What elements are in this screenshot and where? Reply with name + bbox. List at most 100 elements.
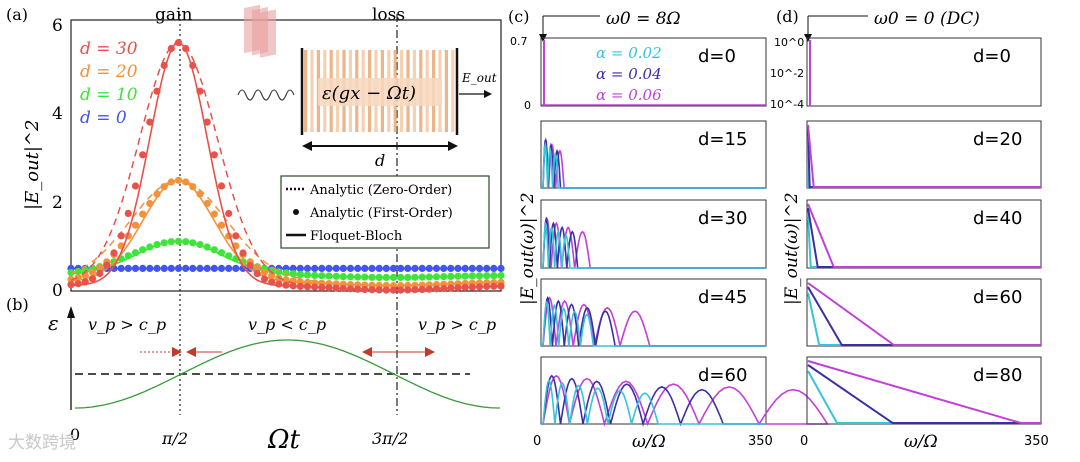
a-dot-d=30: [88, 275, 97, 283]
a-dot-d=10: [354, 273, 362, 281]
c-row-label-3: d=45: [698, 287, 747, 308]
a-dot-d=30: [354, 285, 362, 293]
d-ytick-3: 10^-4: [770, 98, 804, 111]
a-dot-d=20: [217, 221, 226, 229]
c-ytick-bottom: 0: [524, 99, 531, 112]
a-dot-d=0: [196, 264, 204, 272]
a-dot-d=0: [318, 264, 326, 272]
a-dot-d=10: [74, 267, 82, 276]
c-xlabel: ω/Ω: [632, 432, 666, 452]
legend-d30: d = 30: [80, 39, 138, 59]
d-row-label-3: d=60: [973, 287, 1022, 308]
a-dot-d=0: [239, 264, 247, 272]
region-right: v_p > c_p: [418, 315, 496, 334]
legend-d0: d = 0: [80, 108, 127, 128]
a-dot-d=30: [418, 285, 426, 294]
region-left: v_p > c_p: [88, 315, 166, 334]
a-dot-d=20: [67, 275, 75, 283]
a-dot-d=30: [339, 284, 347, 293]
c-series-row-4-alpha-0: [541, 379, 766, 425]
a-dot-d=30: [67, 281, 75, 289]
inset-schematic: ε(gx − Ωt) E_out d: [237, 4, 497, 170]
a-dot-d=10: [303, 271, 312, 279]
panel-d-label: (d): [776, 7, 799, 26]
a-dot-d=30: [146, 118, 154, 126]
a-dot-d=30: [217, 182, 226, 190]
a-dot-d=10: [289, 270, 297, 278]
a-dot-d=10: [468, 272, 476, 280]
a-dot-d=0: [296, 264, 304, 272]
a-dot-d=10: [425, 273, 433, 281]
method-legend: Analytic (Zero-Order) Analytic (First-Or…: [280, 175, 490, 249]
d-frame-row-0: [806, 37, 1042, 107]
a-dot-d=0: [375, 264, 383, 272]
b-ylabel: ε: [48, 311, 59, 335]
a-dot-d=20: [260, 268, 269, 276]
a-dot-d=0: [440, 264, 448, 272]
a-dot-d=20: [210, 210, 218, 218]
a-dot-d=30: [411, 286, 419, 294]
a-curves: [67, 39, 505, 294]
c-series-row-2-alpha-0: [541, 221, 766, 269]
d-series-row-2-2: [807, 203, 1041, 268]
a-dot-d=30: [167, 44, 175, 53]
a-dot-d=10: [124, 252, 132, 260]
a-dot-d=30: [253, 270, 261, 278]
c-row-label-4: d=60: [698, 365, 747, 386]
arrow-1-head: [172, 347, 182, 357]
a-dot-d=10: [461, 272, 469, 280]
a-dot-d=30: [260, 275, 269, 283]
a-dot-d=10: [67, 269, 75, 277]
a-dot-d=30: [81, 278, 89, 286]
a-dot-d=0: [117, 264, 125, 272]
a-dot-d=20: [160, 183, 168, 191]
c-row-label-1: d=15: [698, 129, 747, 150]
a-dot-d=0: [397, 264, 405, 272]
d-series-row-1-2: [807, 124, 1041, 188]
a-dot-d=30: [117, 232, 125, 240]
a-dot-d=30: [397, 286, 405, 294]
a-dot-d=0: [182, 264, 190, 272]
d-ytick-1: 10^0: [774, 36, 804, 49]
a-dot-d=30: [282, 281, 290, 289]
legend-d10: d = 10: [80, 85, 138, 105]
a-dot-d=30: [124, 209, 132, 217]
a-dot-d=0: [468, 264, 476, 272]
a-dot-d=30: [289, 282, 297, 290]
a-dot-d=30: [382, 286, 390, 294]
a-dot-d=10: [325, 272, 333, 280]
c-series-row-1-alpha-1: [541, 139, 766, 189]
legend-first-order: Analytic (First-Order): [309, 206, 453, 221]
a-dot-d=30: [239, 249, 247, 257]
a-dot-d=20: [203, 199, 211, 208]
d-xtick-350: 350: [1024, 434, 1049, 449]
a-dot-d=10: [167, 238, 175, 246]
a-dot-d=20: [268, 272, 276, 280]
c-legend-006: α = 0.06: [596, 86, 662, 104]
a-dot-d=10: [189, 239, 197, 247]
a-dot-d=10: [131, 249, 140, 257]
a-dot-d=30: [368, 286, 376, 294]
a-dot-d=0: [475, 264, 484, 272]
a-dot-d=10: [203, 243, 211, 251]
a-dot-d=0: [124, 264, 132, 272]
c-frame-row-0: [540, 37, 767, 107]
a-dot-d=30: [103, 261, 111, 269]
inset-formula: ε(gx − Ωt): [322, 83, 416, 104]
panel-b-label: (b): [6, 295, 29, 314]
a-dot-d=10: [475, 272, 484, 280]
a-dot-d=10: [483, 272, 491, 280]
a-dot-d=30: [440, 284, 448, 293]
a-dot-d=0: [418, 264, 426, 272]
a-dot-d=10: [375, 273, 383, 281]
arrow-2-head: [186, 347, 196, 357]
a-dot-d=0: [325, 264, 333, 272]
legend-floquet: Floquet-Bloch: [310, 229, 403, 244]
a-dot-d=10: [210, 246, 218, 254]
inset-stripe: [304, 50, 308, 132]
a-dot-d=30: [483, 282, 491, 291]
legend-dot-swatch: [293, 209, 299, 215]
wave-packet: [237, 4, 295, 101]
c-series-row-1-alpha-0: [541, 141, 766, 189]
c-ytick-top: 0.7: [510, 35, 528, 48]
